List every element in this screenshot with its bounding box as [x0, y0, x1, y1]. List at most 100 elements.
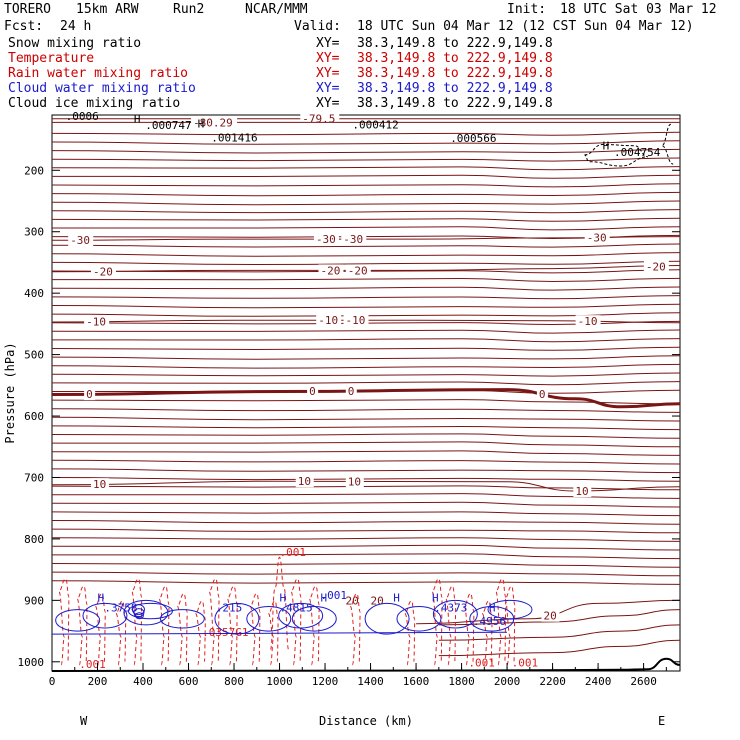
cloud-water-contour	[55, 609, 101, 632]
field-snow: Snow mixing ratio	[8, 36, 142, 51]
isotherm-label-bg	[584, 231, 610, 244]
temperature-isotherm	[51, 544, 681, 551]
xsect-label-2: XY=	[316, 51, 340, 66]
isotherm-label: 0	[348, 385, 355, 398]
cloud-water-label: .4815	[280, 601, 313, 614]
temperature-isotherm	[51, 148, 681, 154]
isotherm-label-bg	[341, 233, 367, 246]
isotherm-label-bg	[345, 475, 364, 488]
isotherm-label-bg	[575, 315, 601, 328]
cloud-water-label: .4373	[434, 601, 467, 614]
isotherm-label-bg	[541, 609, 560, 622]
x-tick-label: 1000	[266, 675, 293, 688]
temperature-isotherm	[51, 252, 681, 257]
xsect-label-4: XY=	[316, 81, 340, 96]
rain-label: .001	[512, 657, 538, 670]
temperature-isotherm	[51, 511, 681, 517]
west-label: W	[80, 714, 88, 728]
isotherm-label: 20	[346, 594, 359, 607]
temperature-isotherm	[438, 639, 681, 657]
rain-contour	[431, 578, 443, 666]
temperature-isotherm	[51, 459, 681, 465]
x-tick-label: 1800	[448, 675, 475, 688]
temperature-isotherm	[51, 501, 681, 508]
temperature-isotherm	[51, 209, 681, 214]
isotherm-label: -30	[343, 233, 363, 246]
isotherm-label-bg	[68, 234, 94, 247]
xsect-label-3: XY=	[316, 66, 340, 81]
high-marker: H	[393, 592, 400, 605]
field-cloud-ice: Cloud ice mixing ratio	[8, 96, 181, 111]
high-marker: H	[603, 139, 610, 152]
isotherm-label-bg	[90, 478, 109, 491]
isotherm-label-bg	[84, 315, 110, 328]
high-marker: H	[280, 592, 287, 605]
rain-contour	[267, 600, 279, 666]
isotherm-label: -30	[316, 233, 336, 246]
isotherm-label: -10	[578, 315, 598, 328]
temperature-isotherm	[51, 580, 681, 585]
valid-time: 18 UTC Sun 04 Mar 12 (12 CST Sun 04 Mar …	[357, 19, 694, 34]
isotherm-label-bg	[191, 116, 238, 129]
x-tick-label: 600	[179, 675, 199, 688]
cloud-water-contour	[291, 605, 337, 632]
x-axis-title: Distance (km)	[319, 714, 413, 728]
org-label: NCAR/MMM	[245, 2, 308, 17]
temperature-isotherm	[52, 553, 681, 560]
cloud-water-contour	[364, 602, 410, 635]
cloud-water-contour	[123, 599, 169, 626]
isotherm-label: -20	[646, 260, 666, 273]
xsect-5: 38.3,149.8 to 222.9,149.8	[357, 96, 553, 111]
temperature-isotherm	[51, 157, 681, 162]
cloud-water-contour	[432, 599, 478, 629]
isotherm-label-bg	[573, 484, 592, 497]
isotherm-label-bg	[316, 314, 342, 327]
rain-label: .001	[79, 658, 106, 671]
temperature-isotherm	[51, 303, 681, 309]
temperature-isotherm	[438, 609, 681, 626]
temperature-isotherm	[51, 425, 681, 431]
ice-label: .004754	[614, 146, 661, 159]
model-grid: 15km ARW	[76, 2, 139, 17]
isotherm-label-bg	[345, 384, 357, 397]
temperature-isotherm	[51, 329, 681, 334]
x-tick-label: 2600	[630, 675, 657, 688]
temperature-isotherm	[51, 381, 681, 386]
east-label: E	[658, 714, 665, 728]
rain-label: .001	[280, 546, 307, 559]
y-tick-label: 800	[24, 533, 44, 546]
high-marker: H	[320, 592, 327, 605]
rain-contour	[208, 578, 220, 666]
isotherm-label: 10	[93, 478, 106, 491]
rain-contour	[58, 578, 70, 666]
x-tick-label: 2200	[539, 675, 566, 688]
field-rain: Rain water mixing ratio	[8, 66, 189, 81]
isotherm-label-bg	[300, 112, 340, 125]
valid-label: Valid:	[294, 19, 341, 34]
isotherm-label: -80.29	[193, 116, 233, 129]
y-tick-label: 700	[24, 471, 44, 484]
temperature-isotherm	[51, 450, 681, 456]
x-tick-label: 2000	[494, 675, 521, 688]
ice-contour	[661, 123, 674, 165]
x-tick-label: 1600	[403, 675, 430, 688]
isotherm-label: -20	[320, 264, 340, 277]
temperature-isotherm	[51, 346, 681, 351]
cloud-water-core	[133, 608, 145, 618]
rain-contour	[176, 593, 188, 666]
temperature-isotherm	[51, 200, 681, 206]
temperature-isotherm	[51, 571, 681, 577]
isotherm-10	[51, 480, 681, 492]
cloud-water-contour	[127, 602, 173, 620]
isotherm-label: -10	[86, 316, 106, 329]
temperature-isotherm	[51, 355, 681, 360]
temperature-isotherm	[51, 243, 681, 248]
isotherm-label-bg	[318, 264, 344, 277]
cloud-water-label: .3758	[104, 601, 137, 614]
isotherm-label: 10	[575, 485, 588, 498]
ice-label: .001416	[211, 131, 257, 144]
isotherm-label: -10	[346, 314, 366, 327]
temperature-isotherm	[51, 286, 681, 291]
cloud-water-contour	[214, 602, 260, 635]
